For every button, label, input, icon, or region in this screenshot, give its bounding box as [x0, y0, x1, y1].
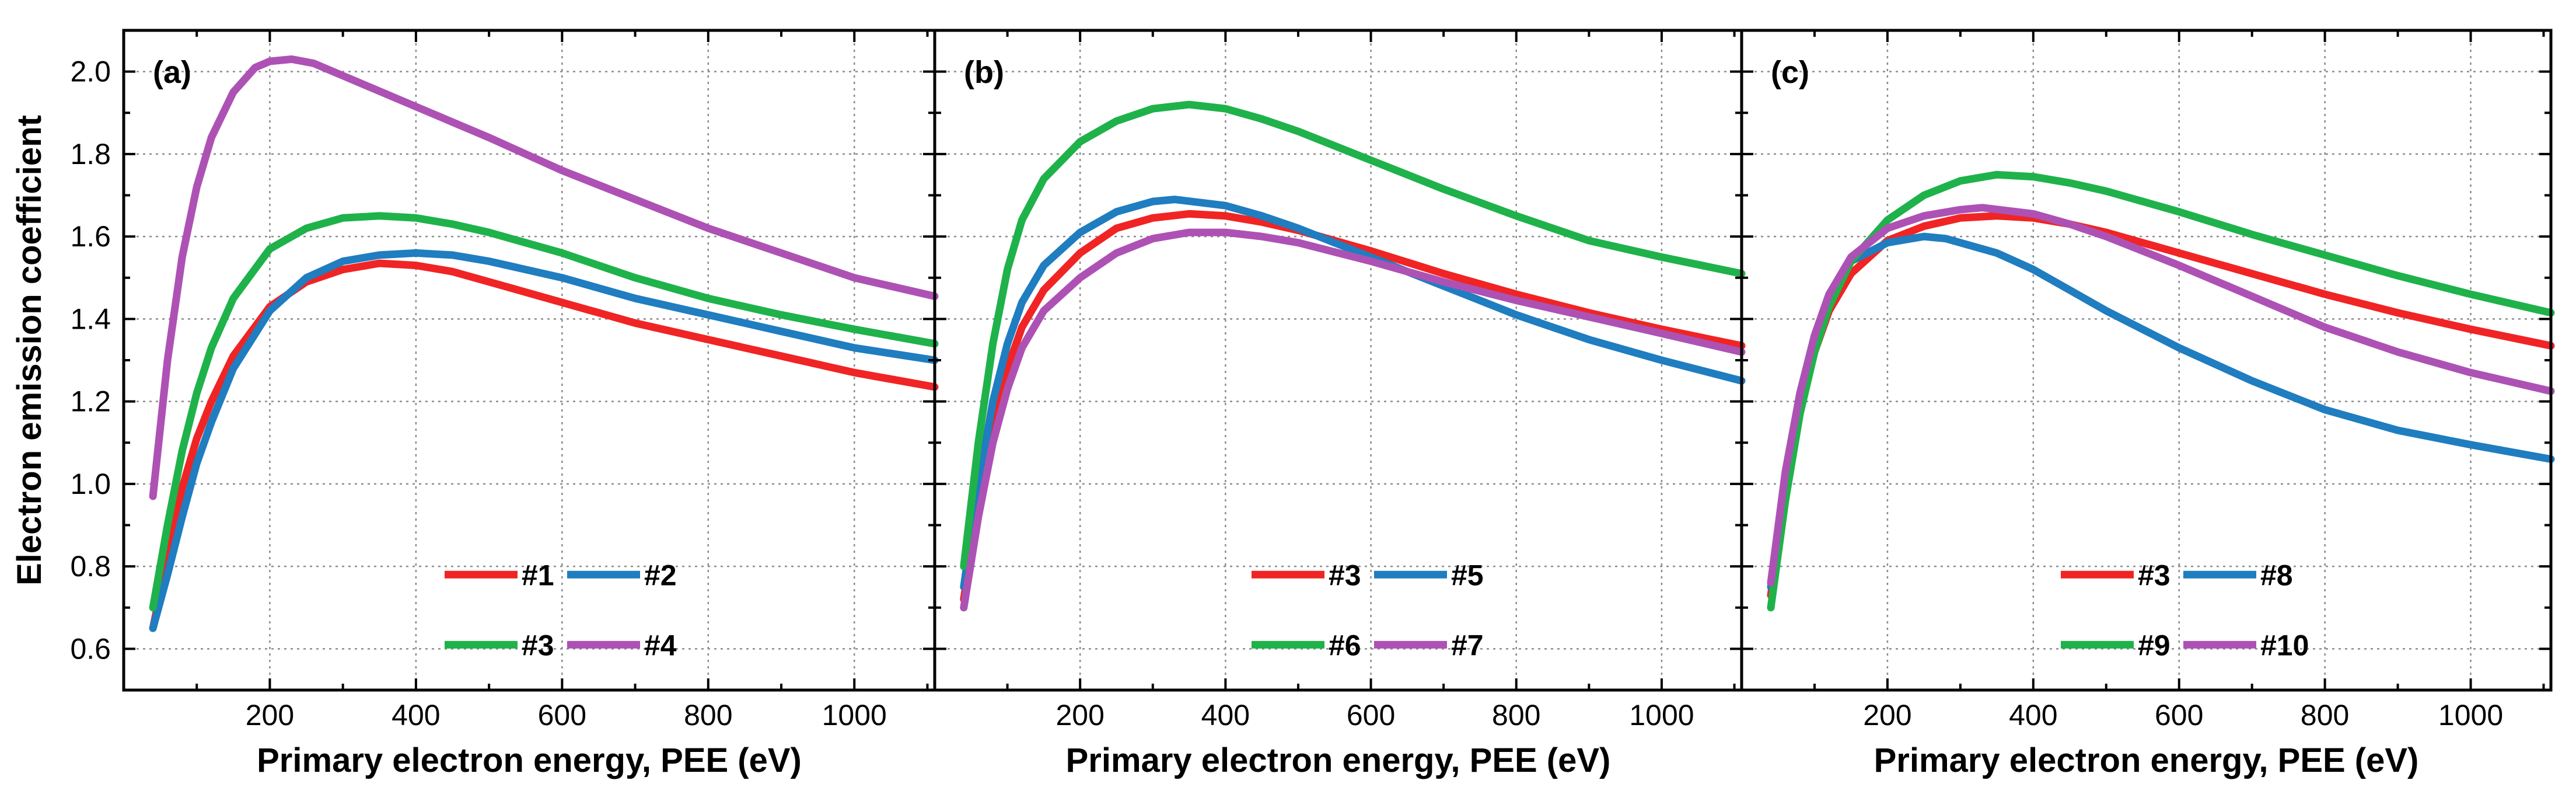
series-line-n1 [149, 259, 939, 632]
legend-label: #10 [2260, 629, 2309, 661]
legend-label: #3 [1329, 559, 1361, 591]
y-axis-title: Electron emission coefficient [11, 115, 48, 586]
x-tick-label: 800 [684, 699, 732, 732]
series-line-n3 [149, 212, 939, 612]
panel-label-b: (b) [964, 55, 1004, 90]
x-tick-label: 400 [1201, 699, 1250, 732]
y-tick-label: 2.0 [70, 55, 111, 88]
panel-label-c: (c) [1771, 55, 1809, 90]
panel-a: 200 400 600 800 1000 0.6 0.8 1.0 1.2 1.4 1.6 1.8 2.0… [70, 29, 939, 779]
x-tick-label: 800 [1492, 699, 1540, 732]
y-tick-label: 0.6 [70, 632, 111, 665]
series-line-n4 [149, 55, 939, 500]
x-tick-label: 1000 [822, 699, 887, 732]
x-tick-label: 600 [1347, 699, 1395, 732]
x-tick-label: 200 [1863, 699, 1911, 732]
legend: #3 #5 #6 #7 [1252, 559, 1484, 661]
x-tick-label: 800 [2301, 699, 2349, 732]
panel-b: 200 400 600 800 1000 (b) Primary electron ener… [933, 29, 1746, 779]
x-tick-label: 600 [538, 699, 586, 732]
series-line-n9 [1767, 170, 2555, 612]
legend-label: #3 [522, 629, 554, 661]
series-line-n7 [960, 228, 1746, 612]
y-tick-label: 1.4 [70, 302, 111, 335]
legend-label: #4 [644, 629, 677, 661]
legend: #3 #8 #9 #10 [2061, 559, 2309, 661]
y-tick-label: 1.2 [70, 385, 111, 418]
legend-label: #1 [522, 559, 554, 591]
x-axis-title: Primary electron energy, PEE (eV) [257, 741, 802, 779]
series-line-n2 [149, 249, 939, 632]
y-tick-label: 0.8 [70, 550, 111, 583]
x-axis-title: Primary electron energy, PEE (eV) [1874, 741, 2419, 779]
x-tick-label: 400 [392, 699, 440, 732]
legend-label: #7 [1451, 629, 1484, 661]
legend-label: #6 [1329, 629, 1361, 661]
x-tick-label: 200 [246, 699, 294, 732]
y-tick-label: 1.0 [70, 468, 111, 500]
y-tick-label: 1.6 [70, 220, 111, 253]
legend-label: #5 [1451, 559, 1484, 591]
legend-label: #3 [2138, 559, 2170, 591]
panel-c: 200 400 600 800 1000 (c) Primary electron ener… [1740, 29, 2555, 779]
x-tick-label: 200 [1055, 699, 1104, 732]
panel-label-a: (a) [153, 55, 191, 90]
x-tick-label: 1000 [2438, 699, 2503, 732]
panels-container: 200 400 600 800 1000 0.6 0.8 1.0 1.2 1.4 1.6 1.8 2.0… [70, 29, 2555, 779]
legend-label: #9 [2138, 629, 2170, 661]
series-line-n5 [960, 196, 1746, 591]
series-line-n10 [1767, 204, 2555, 587]
x-tick-label: 600 [2155, 699, 2203, 732]
legend-label: #8 [2260, 559, 2293, 591]
legend-label: #2 [644, 559, 677, 591]
series-line-n6 [960, 100, 1746, 570]
legend: #1 #2 #3 #4 [445, 559, 677, 661]
series-line-n3 [960, 210, 1746, 604]
x-tick-label: 1000 [1629, 699, 1694, 732]
x-axis-title: Primary electron energy, PEE (eV) [1066, 741, 1611, 779]
y-tick-label: 1.8 [70, 138, 111, 170]
x-tick-label: 400 [2009, 699, 2057, 732]
